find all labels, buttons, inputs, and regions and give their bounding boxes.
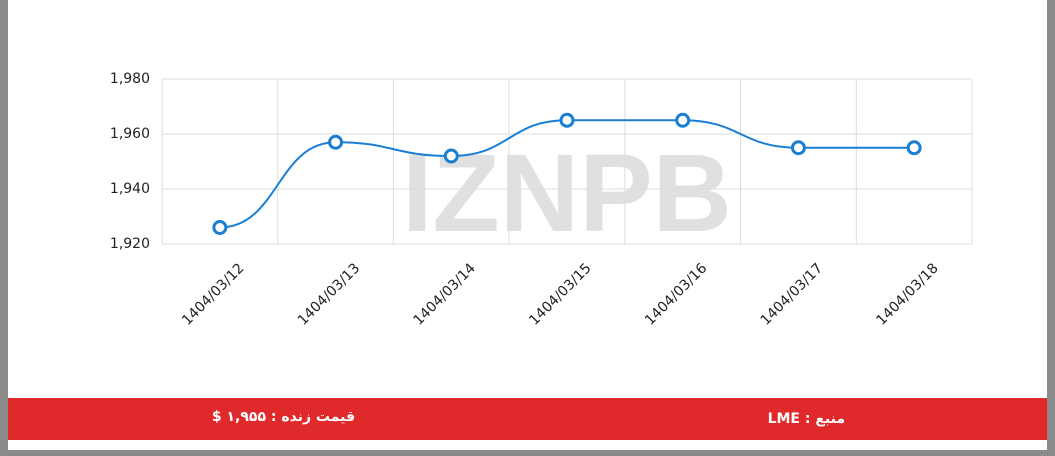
point [559, 112, 575, 128]
y-tick-label: 1,940 [110, 181, 150, 197]
point [906, 140, 922, 156]
footer-source: منبع : LME [768, 411, 845, 427]
footer-bar [8, 398, 1047, 440]
point [790, 140, 806, 156]
point [328, 134, 344, 150]
y-tick-label: 1,960 [110, 126, 150, 142]
y-tick-label: 1,980 [110, 71, 150, 87]
y-tick-label: 1,920 [110, 236, 150, 252]
point [212, 220, 228, 235]
panel [8, 0, 1047, 450]
point [675, 112, 691, 128]
point [443, 148, 459, 164]
footer-price: قیمت زنده : ۱,۹۵۵ $ [212, 409, 355, 425]
